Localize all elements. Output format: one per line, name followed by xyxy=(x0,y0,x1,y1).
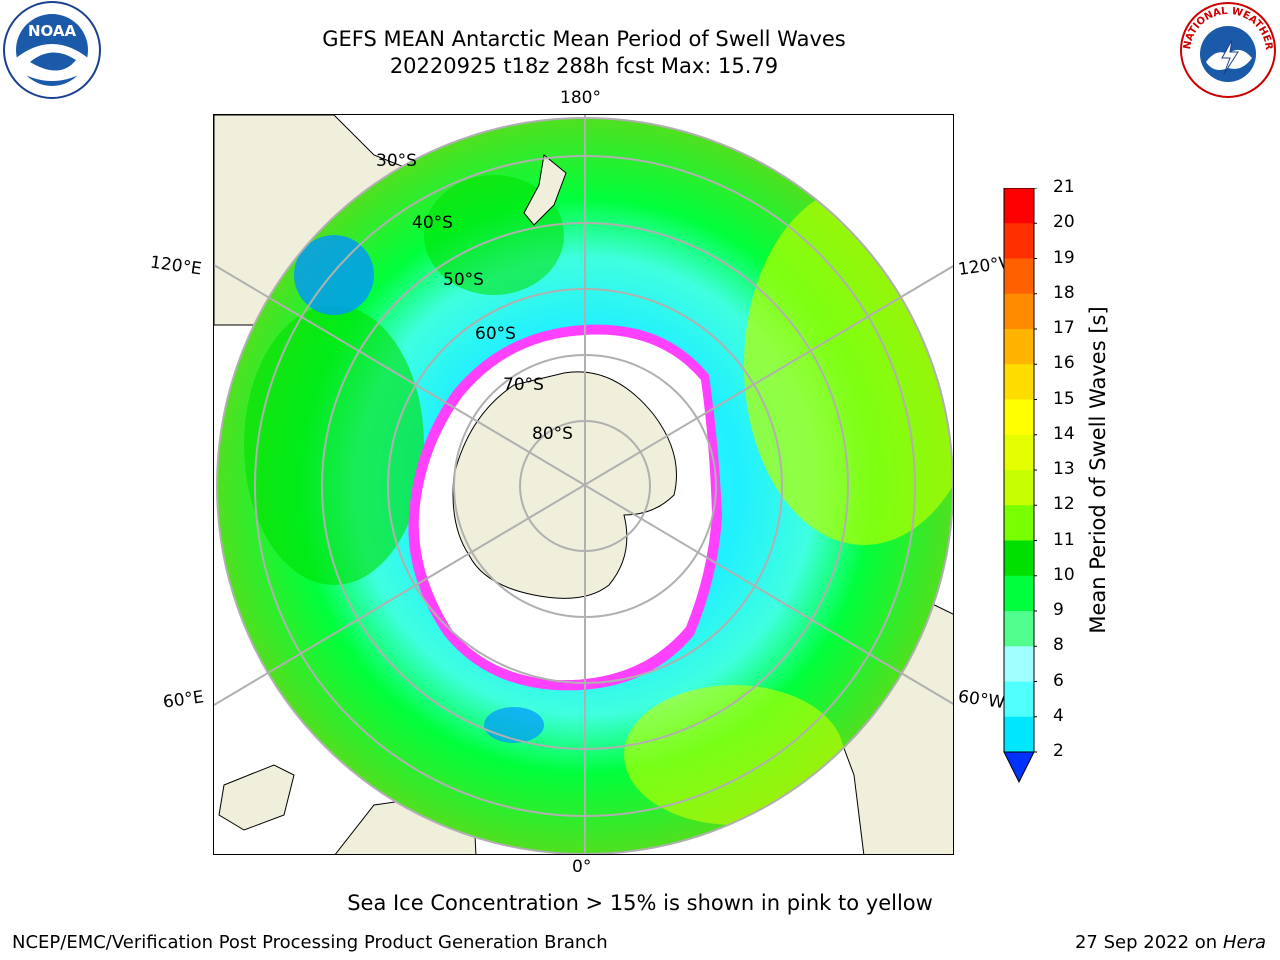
madagascar-landmass xyxy=(218,764,295,831)
colorbar-tick-label: 9 xyxy=(1053,600,1064,620)
colorbar-segment xyxy=(1004,646,1034,682)
colorbar-tick-label: 2 xyxy=(1053,741,1064,761)
map-title: GEFS MEAN Antarctic Mean Period of Swell… xyxy=(322,27,846,51)
colorbar-segment xyxy=(1004,681,1034,718)
lat-label-50s: 50°S xyxy=(443,270,484,290)
noaa-text: NOAA xyxy=(28,22,77,40)
colorbar-tick-label: 21 xyxy=(1053,177,1075,197)
colorbar-tick-label: 10 xyxy=(1053,564,1075,585)
noaa-logo: NOAA xyxy=(3,1,101,99)
lat-label-30s: 30°S xyxy=(376,151,417,171)
colorbar-tick-label: 18 xyxy=(1053,282,1075,303)
colorbar-segment xyxy=(1004,470,1034,506)
lon-label-180: 180° xyxy=(560,88,601,108)
footer-date: 27 Sep 2022 on Hera xyxy=(1075,932,1266,953)
colorbar-segment xyxy=(1004,716,1034,753)
new-zealand-landmass xyxy=(523,154,567,226)
colorbar-segment xyxy=(1004,223,1034,259)
colorbar-segment xyxy=(1004,505,1034,541)
colorbar-segment xyxy=(1004,329,1034,365)
lat-label-60s: 60°S xyxy=(475,324,516,344)
colorbar-segment xyxy=(1004,188,1034,224)
colorbar-segment xyxy=(1004,258,1034,295)
colorbar-tick-label: 13 xyxy=(1053,459,1075,479)
colorbar-tick-label: 11 xyxy=(1053,529,1075,550)
footer-host: Hera xyxy=(1222,932,1266,953)
sea-ice-note: Sea Ice Concentration > 15% is shown in … xyxy=(347,891,933,915)
colorbar-title: Mean Period of Swell Waves [s] xyxy=(1086,306,1110,634)
lat-label-80s: 80°S xyxy=(532,424,573,444)
colorbar-tick-label: 19 xyxy=(1053,247,1075,268)
colorbar-tick-label: 20 xyxy=(1053,212,1075,233)
colorbar-segment xyxy=(1004,293,1034,330)
lon-label-60e: 60°E xyxy=(161,687,206,713)
footer-date-text: 27 Sep 2022 on xyxy=(1074,932,1218,953)
colorbar-tick-label: 17 xyxy=(1053,318,1075,338)
nws-logo: NATIONAL WEATHER SERVICE xyxy=(1176,0,1276,98)
colorbar-extend-arrow xyxy=(1003,751,1035,784)
colorbar-tick-label: 15 xyxy=(1053,388,1075,409)
colorbar-segment xyxy=(1004,611,1034,647)
lon-label-60w: 60°W xyxy=(956,686,1007,714)
colorbar-tick-label: 6 xyxy=(1053,670,1064,691)
lon-label-0: 0° xyxy=(572,857,592,877)
colorbar-segment xyxy=(1004,364,1034,400)
colorbar-tick-label: 8 xyxy=(1053,635,1064,656)
map-subtitle: 20220925 t18z 288h fcst Max: 15.79 xyxy=(389,54,779,78)
colorbar-tick-label: 16 xyxy=(1053,353,1075,374)
lat-label-70s: 70°S xyxy=(503,375,544,395)
lon-label-120e: 120°E xyxy=(148,252,203,280)
colorbar-segment xyxy=(1004,434,1034,471)
polar-map xyxy=(213,114,954,855)
colorbar-segment xyxy=(1004,575,1034,612)
colorbar-tick-label: 14 xyxy=(1053,423,1075,444)
colorbar-tick-label: 12 xyxy=(1053,494,1075,515)
colorbar-segment xyxy=(1004,399,1034,436)
colorbar xyxy=(1003,188,1037,784)
colorbar-tick-label: 4 xyxy=(1053,705,1064,726)
lat-label-40s: 40°S xyxy=(412,213,453,233)
colorbar-segment xyxy=(1004,540,1034,577)
footer-producer: NCEP/EMC/Verification Post Processing Pr… xyxy=(12,932,608,953)
